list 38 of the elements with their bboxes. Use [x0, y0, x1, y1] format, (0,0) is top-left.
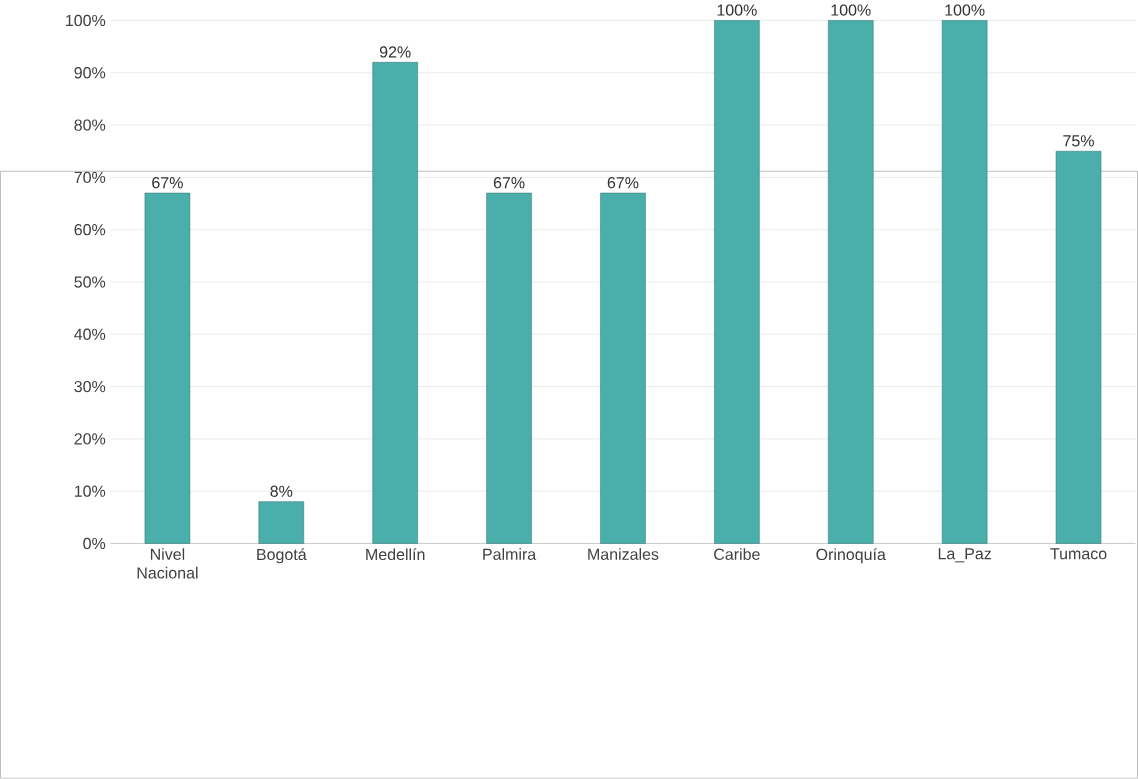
- x-tick-label: Tumaco: [1050, 548, 1107, 560]
- data-label: 67%: [607, 177, 639, 189]
- data-label: 8%: [270, 485, 293, 497]
- y-tick-label: 50%: [74, 276, 106, 288]
- x-tick-label: Bogotá: [257, 548, 307, 564]
- x-tick-label: Manizales: [588, 548, 659, 561]
- y-tick-label: 100%: [66, 14, 106, 27]
- x-tick-label: Palmira: [483, 548, 537, 561]
- bar: [486, 192, 532, 544]
- data-label: 75%: [1063, 135, 1094, 147]
- bar: [144, 192, 191, 544]
- x-tick-label: La_Paz: [938, 548, 991, 563]
- x-tick-label: Caribe: [714, 548, 760, 561]
- y-tick-label: 60%: [74, 224, 106, 236]
- bar: [1055, 151, 1102, 544]
- data-label: 100%: [717, 4, 757, 16]
- y-tick-label: 20%: [74, 433, 106, 445]
- bar: [941, 20, 988, 544]
- x-tick-label: Medellín: [366, 548, 425, 561]
- x-tick-label: Nivel Nacional: [137, 548, 198, 579]
- y-tick-label: 70%: [74, 171, 106, 184]
- y-tick-label: 0%: [83, 537, 106, 550]
- y-tick-label: 80%: [74, 119, 106, 131]
- bar: [372, 62, 418, 544]
- bar: [827, 20, 874, 544]
- data-label: 67%: [152, 177, 183, 189]
- data-label: 100%: [945, 4, 985, 16]
- y-tick-label: 10%: [74, 485, 106, 497]
- data-label: 92%: [379, 46, 411, 58]
- y-tick-label: 40%: [74, 328, 106, 341]
- x-tick-label: Orinoquía: [816, 548, 886, 564]
- data-label: 67%: [493, 177, 525, 189]
- y-tick-label: 90%: [74, 67, 106, 79]
- y-tick-label: 30%: [74, 381, 106, 393]
- bar: [714, 20, 760, 544]
- bar: [258, 501, 305, 544]
- data-label: 100%: [831, 4, 871, 16]
- bar: [600, 192, 646, 544]
